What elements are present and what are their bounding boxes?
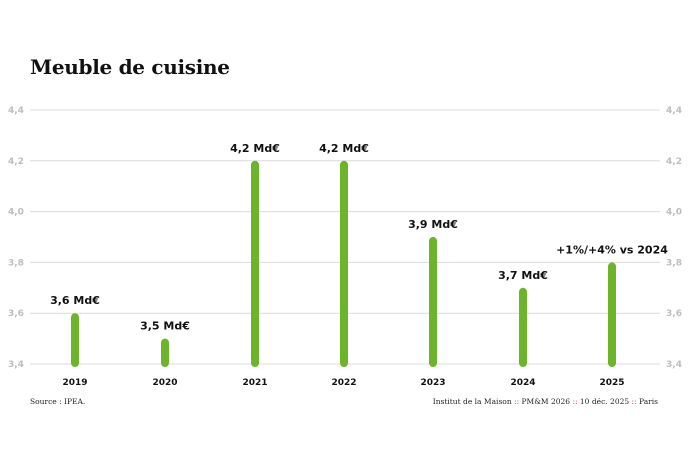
bar: [340, 160, 348, 367]
y-tick-label: 4,4: [666, 106, 682, 116]
data-label: 4,2 Md€: [319, 142, 369, 155]
separator: ::: [572, 397, 578, 406]
y-tick-label: 4,0: [666, 208, 682, 218]
bar: [71, 313, 79, 367]
x-tick-label: 2023: [420, 378, 445, 388]
data-label: +1%/+4% vs 2024: [556, 243, 668, 256]
x-tick-label: 2021: [242, 378, 267, 388]
x-tick-label: 2019: [62, 378, 87, 388]
data-labels: 3,6 Md€ 3,5 Md€ 4,2 Md€ 4,2 Md€ 3,9 Md€ 3,7 M…: [50, 142, 668, 333]
bars: [71, 160, 616, 367]
y-tick-label: 4,2: [666, 157, 682, 167]
credit-date: 10 déc. 2025: [579, 397, 630, 406]
y-tick-label: 4,0: [8, 208, 24, 218]
y-tick-label: 3,8: [666, 258, 682, 268]
bar: [161, 338, 169, 367]
credit-pub: PM&M 2026: [521, 397, 571, 406]
bar: [519, 287, 527, 367]
y-axis-left: 3,4 3,6 3,8 4,0 4,2 4,4: [8, 106, 24, 370]
data-label: 3,5 Md€: [140, 320, 190, 333]
data-label: 4,2 Md€: [230, 142, 280, 155]
data-label: 3,6 Md€: [50, 294, 100, 307]
credit-line: Institut de la Maison :: PM&M 2026 :: 10…: [433, 397, 658, 406]
y-axis-right: 3,4 3,6 3,8 4,0 4,2 4,4: [666, 106, 682, 370]
x-tick-label: 2025: [599, 378, 624, 388]
bar: [251, 160, 259, 367]
y-tick-label: 3,6: [8, 309, 24, 319]
y-tick-label: 3,4: [8, 360, 24, 370]
bar: [608, 262, 616, 367]
y-tick-label: 3,6: [666, 309, 682, 319]
y-tick-label: 4,4: [8, 106, 24, 116]
y-tick-label: 4,2: [8, 157, 24, 167]
y-tick-label: 3,4: [666, 360, 682, 370]
separator: ::: [631, 397, 637, 406]
data-label: 3,9 Md€: [408, 218, 458, 231]
x-axis: 2019 2020 2021 2022 2023 2024 2025: [62, 378, 624, 388]
credit-org: Institut de la Maison: [432, 397, 512, 406]
bar: [429, 237, 437, 367]
separator: ::: [514, 397, 520, 406]
x-tick-label: 2024: [510, 378, 535, 388]
credit-place: Paris: [638, 397, 658, 406]
x-tick-label: 2022: [331, 378, 356, 388]
chart-title: Meuble de cuisine: [30, 55, 230, 79]
x-tick-label: 2020: [152, 378, 177, 388]
y-tick-label: 3,8: [8, 258, 24, 268]
data-label: 3,7 Md€: [498, 269, 548, 282]
source-note: Source : IPEA.: [30, 397, 86, 406]
